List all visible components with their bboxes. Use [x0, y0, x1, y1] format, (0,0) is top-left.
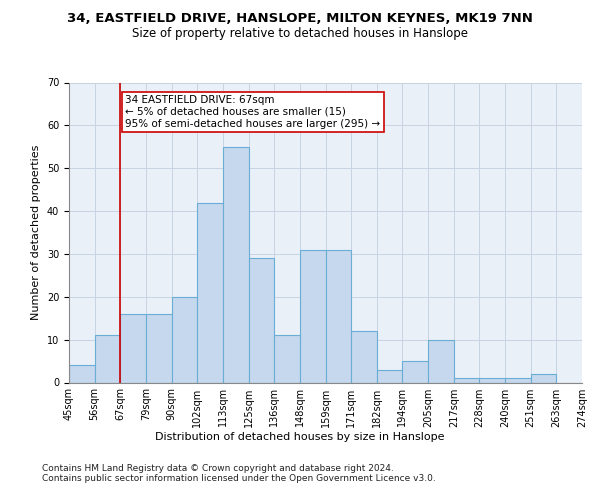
- Bar: [325, 250, 351, 382]
- Bar: [274, 336, 300, 382]
- Bar: [197, 202, 223, 382]
- Bar: [531, 374, 556, 382]
- Bar: [479, 378, 505, 382]
- Text: 34 EASTFIELD DRIVE: 67sqm
← 5% of detached houses are smaller (15)
95% of semi-d: 34 EASTFIELD DRIVE: 67sqm ← 5% of detach…: [125, 96, 380, 128]
- Bar: [428, 340, 454, 382]
- Bar: [351, 331, 377, 382]
- Bar: [223, 147, 248, 382]
- Bar: [248, 258, 274, 382]
- Text: Distribution of detached houses by size in Hanslope: Distribution of detached houses by size …: [155, 432, 445, 442]
- Bar: [377, 370, 403, 382]
- Text: Contains HM Land Registry data © Crown copyright and database right 2024.: Contains HM Land Registry data © Crown c…: [42, 464, 394, 473]
- Bar: [403, 361, 428, 382]
- Bar: [95, 336, 121, 382]
- Bar: [172, 297, 197, 382]
- Bar: [505, 378, 531, 382]
- Bar: [454, 378, 479, 382]
- Text: Contains public sector information licensed under the Open Government Licence v3: Contains public sector information licen…: [42, 474, 436, 483]
- Bar: [300, 250, 325, 382]
- Bar: [69, 366, 95, 382]
- Bar: [146, 314, 172, 382]
- Y-axis label: Number of detached properties: Number of detached properties: [31, 145, 41, 320]
- Text: Size of property relative to detached houses in Hanslope: Size of property relative to detached ho…: [132, 28, 468, 40]
- Text: 34, EASTFIELD DRIVE, HANSLOPE, MILTON KEYNES, MK19 7NN: 34, EASTFIELD DRIVE, HANSLOPE, MILTON KE…: [67, 12, 533, 26]
- Bar: [121, 314, 146, 382]
